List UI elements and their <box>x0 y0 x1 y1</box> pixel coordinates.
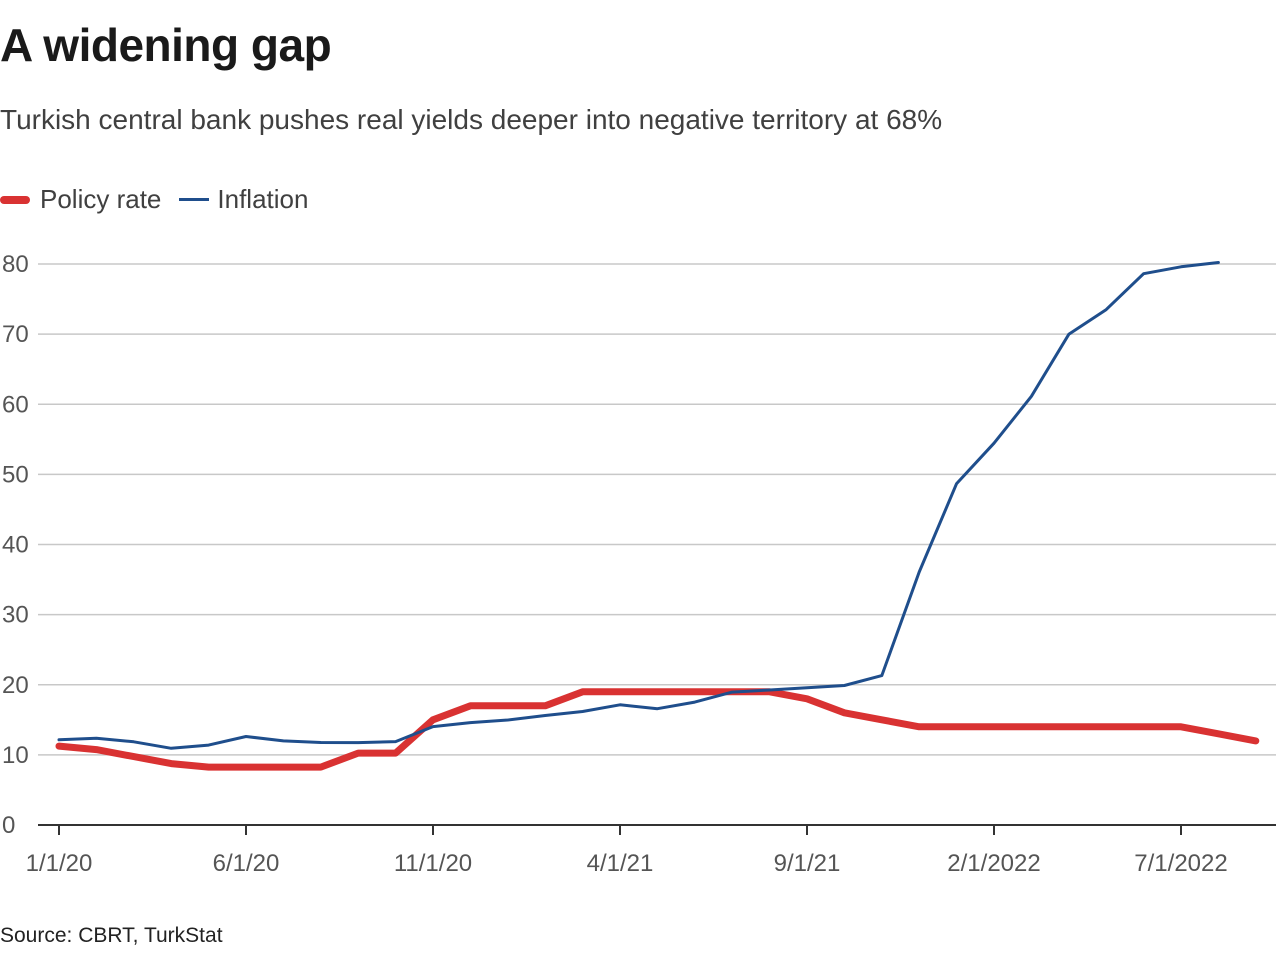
y-tick-label-20: 20 <box>2 672 29 699</box>
y-tick-label-70: 70 <box>2 321 29 348</box>
y-tick-label-10: 10 <box>2 742 29 769</box>
inflation-swatch <box>179 198 210 201</box>
source-note: Source: CBRT, TurkStat <box>0 924 223 947</box>
policy-rate-label: Policy rate <box>40 184 162 214</box>
x-tick-label-6: 7/1/2022 <box>1134 850 1227 877</box>
y-tick-label-80: 80 <box>2 251 29 278</box>
policy-rate-swatch <box>0 195 30 204</box>
legend-item-policy-rate: Policy rate <box>0 184 161 215</box>
x-tick-label-5: 2/1/2022 <box>947 850 1040 877</box>
chart-subtitle: Turkish central bank pushes real yields … <box>0 104 943 135</box>
chart-title: A widening gap <box>0 19 332 71</box>
legend-item-inflation: Inflation <box>179 184 308 215</box>
inflation-label: Inflation <box>217 184 309 214</box>
y-tick-label-60: 60 <box>2 391 29 418</box>
y-tick-label-40: 40 <box>2 532 29 559</box>
legend: Policy rate Inflation <box>0 184 326 215</box>
x-tick-label-1: 6/1/20 <box>213 850 280 877</box>
y-tick-label-0: 0 <box>2 812 15 839</box>
x-tick-label-3: 4/1/21 <box>587 850 654 877</box>
x-tick-label-0: 1/1/20 <box>26 850 93 877</box>
x-tick-label-4: 9/1/21 <box>774 850 841 877</box>
y-tick-label-30: 30 <box>2 602 29 629</box>
policy-rate-line <box>55 688 1260 771</box>
y-tick-label-50: 50 <box>2 461 29 488</box>
x-tick-label-2: 11/1/20 <box>394 850 472 877</box>
inflation-line <box>57 261 1220 750</box>
